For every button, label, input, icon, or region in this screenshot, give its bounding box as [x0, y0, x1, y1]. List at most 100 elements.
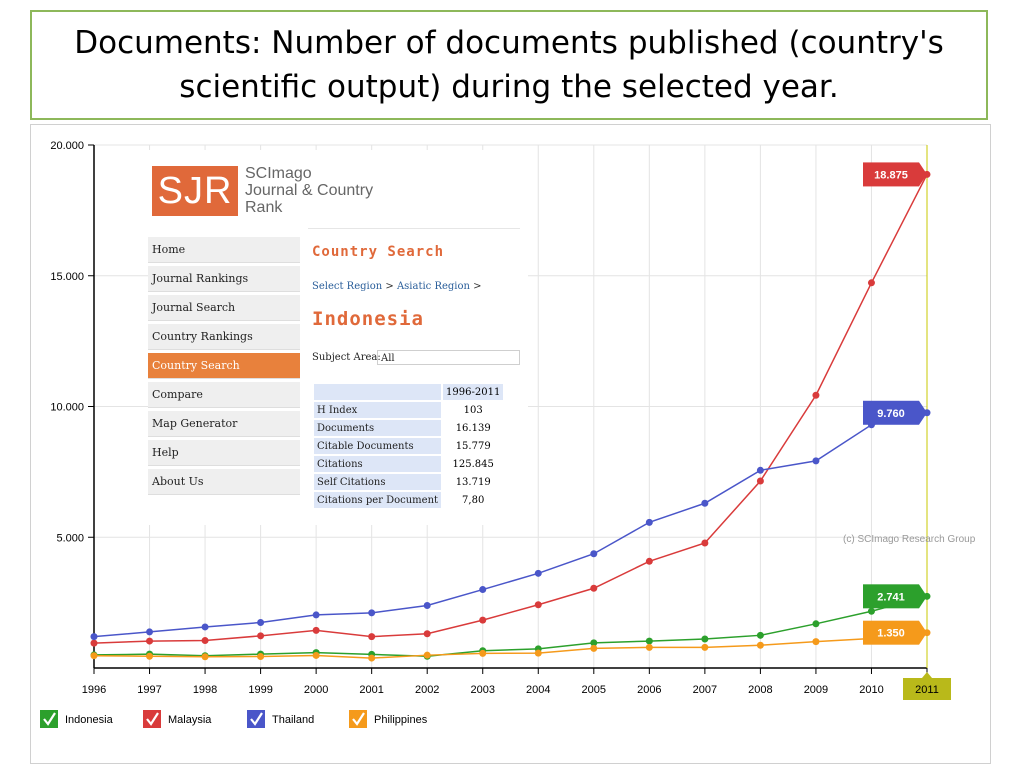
data-point: [812, 620, 820, 628]
data-point: [312, 626, 320, 634]
nav-item-about-us[interactable]: About Us: [148, 469, 300, 495]
end-label-text: 1.350: [877, 628, 905, 640]
series-line-philippines: [93, 631, 928, 659]
data-point: [257, 618, 265, 626]
end-label-text: 18.875: [874, 169, 908, 181]
data-point: [645, 643, 653, 651]
nav-item-help[interactable]: Help: [148, 440, 300, 466]
x-tick-highlight-box: [903, 678, 951, 700]
check-icon: [352, 712, 365, 726]
nav-item-journal-search[interactable]: Journal Search: [148, 295, 300, 321]
x-tick-label: 2002: [415, 684, 439, 696]
sjr-nav-menu: Home Journal Rankings Journal Search Cou…: [148, 237, 300, 498]
data-point: [368, 654, 376, 662]
table-row: Citations 125.845: [314, 456, 504, 472]
data-point: [423, 630, 431, 638]
end-label-text: 9.760: [877, 408, 905, 420]
data-point: [257, 632, 265, 640]
axes: 5.000 10.000 15.000 20.000 1996 1997 1998 1999 2…: [50, 140, 951, 700]
end-label-pointer: [919, 162, 927, 187]
table-row-value: 103: [443, 402, 504, 418]
chart-frame: [30, 124, 991, 764]
table-row-label: Citations per Document: [314, 492, 442, 508]
sjr-divider: [308, 228, 520, 229]
check-icon: [250, 712, 263, 726]
sjr-logo-text: SCImago Journal & Country Rank: [245, 165, 373, 216]
nav-item-home[interactable]: Home: [148, 237, 300, 263]
section-title: Country Search: [312, 244, 445, 260]
y-tick-label: 5.000: [56, 532, 84, 544]
table-header-cell: [314, 384, 442, 400]
data-point: [701, 499, 709, 507]
slide-title: Documents: Number of documents published…: [30, 10, 988, 120]
subject-area-select[interactable]: All: [377, 350, 520, 365]
data-point: [423, 602, 431, 610]
y-tick-label: 10.000: [50, 402, 84, 414]
x-tick-label: 2008: [748, 684, 772, 696]
data-point: [701, 643, 709, 651]
table-row-value: 15.779: [443, 438, 504, 454]
table-row: Citable Documents 15.779: [314, 438, 504, 454]
data-point: [534, 569, 542, 577]
series-lines: [90, 170, 931, 662]
nav-item-compare[interactable]: Compare: [148, 382, 300, 408]
x-tick-label: 2007: [693, 684, 717, 696]
data-point: [701, 539, 709, 547]
sjr-logo-line: SCImago: [245, 165, 312, 182]
legend-checkbox-indonesia: [40, 710, 58, 728]
breadcrumb-asiatic-region[interactable]: Asiatic Region: [396, 281, 470, 292]
data-point: [201, 623, 209, 631]
data-point: [90, 633, 98, 641]
nav-item-country-search[interactable]: Country Search: [148, 353, 300, 379]
check-icon: [146, 712, 159, 726]
x-tick-label: 2009: [804, 684, 828, 696]
slide-title-line-2: scientific output) during the selected y…: [179, 69, 839, 105]
end-label-pointer: [919, 400, 927, 425]
legend-label-philippines: Philippines: [374, 714, 428, 726]
breadcrumb: Select Region > Asiatic Region >: [312, 281, 482, 292]
legend-checkbox-philippines: [349, 710, 367, 728]
table-row-label: Citations: [314, 456, 442, 472]
x-tick-label: 2006: [637, 684, 661, 696]
table-row: Citations per Document 7,80: [314, 492, 504, 508]
data-point: [423, 651, 431, 659]
data-point: [479, 649, 487, 657]
data-point: [90, 652, 98, 660]
nav-item-map-generator[interactable]: Map Generator: [148, 411, 300, 437]
x-tick-label: 2004: [526, 684, 550, 696]
x-tick-label: 1997: [137, 684, 161, 696]
end-label-pointer: [919, 620, 927, 645]
end-label-box: [863, 400, 919, 425]
indicator-table: 1996-2011 H Index 103 Documents 16.139 Cit…: [312, 382, 505, 510]
x-tick-label: 2000: [304, 684, 328, 696]
nav-item-journal-rankings[interactable]: Journal Rankings: [148, 266, 300, 292]
copyright-text: (c) SCImago Research Group: [843, 534, 976, 545]
nav-item-country-rankings[interactable]: Country Rankings: [148, 324, 300, 350]
data-point: [812, 457, 820, 465]
sjr-logo[interactable]: SJR: [152, 166, 238, 216]
legend-label-indonesia: Indonesia: [65, 714, 114, 726]
x-tick-label: 2011: [915, 684, 939, 696]
series-line-thailand: [93, 412, 928, 638]
x-tick-label: 1996: [82, 684, 106, 696]
end-label-pointer: [919, 584, 927, 609]
check-icon: [43, 712, 56, 726]
table-row-label: Citable Documents: [314, 438, 442, 454]
data-point: [867, 607, 875, 615]
table-header-period: 1996-2011: [443, 384, 504, 400]
table-header-row: 1996-2011: [314, 384, 504, 400]
data-point: [812, 638, 820, 646]
data-point: [590, 639, 598, 647]
x-tick-label: 1998: [193, 684, 217, 696]
y-tick-label: 20.000: [50, 140, 84, 152]
legend: Indonesia Malaysia Thailand Philippines: [40, 710, 428, 728]
data-point: [645, 557, 653, 565]
x-tick-label: 2003: [470, 684, 494, 696]
table-row-value: 7,80: [443, 492, 504, 508]
data-point: [645, 518, 653, 526]
data-point: [756, 631, 764, 639]
x-tick-label: 2010: [859, 684, 883, 696]
subject-area-label: Subject Area:: [312, 352, 381, 363]
breadcrumb-select-region[interactable]: Select Region: [312, 281, 383, 292]
table-row-value: 16.139: [443, 420, 504, 436]
